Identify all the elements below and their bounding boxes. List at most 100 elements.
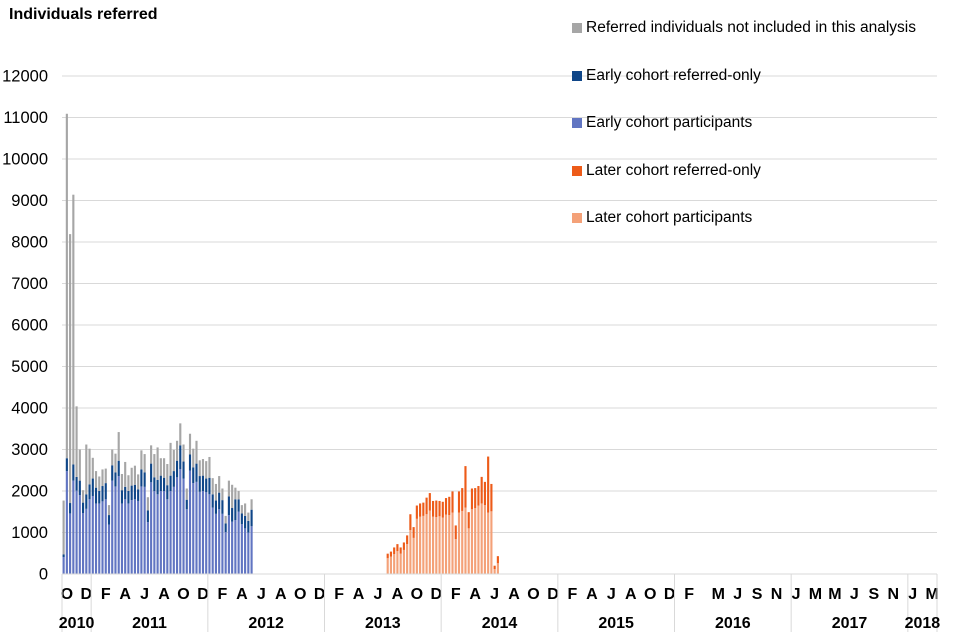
bar-segment (493, 569, 496, 574)
bar-segment (386, 558, 389, 574)
bar-segment (72, 480, 75, 574)
y-tick-label: 1000 (11, 524, 48, 542)
legend: Referred individuals not included in thi… (572, 18, 957, 256)
bar-segment (120, 473, 124, 491)
bar-segment (470, 509, 474, 574)
bar-segment (487, 456, 490, 513)
legend-swatch (572, 165, 582, 176)
bar-segment (231, 508, 234, 522)
bar-segment (150, 463, 153, 483)
bar-segment (250, 509, 253, 527)
y-tick-label: 0 (39, 566, 48, 584)
bar-segment (101, 501, 104, 574)
bar-segment (244, 515, 247, 529)
bar-segment (169, 491, 172, 574)
bar-segment (205, 461, 208, 479)
bar-segment (490, 483, 493, 512)
bar-segment (69, 234, 72, 504)
bar-segment (396, 544, 399, 552)
bar-segment (480, 503, 483, 574)
month-label: A (586, 586, 598, 603)
month-label: M (925, 586, 938, 603)
bar-segment (188, 470, 192, 574)
bar-segment (422, 515, 425, 574)
bar-segment (88, 499, 91, 574)
legend-label: Early cohort participants (586, 114, 753, 131)
bar-segment (124, 499, 127, 574)
bar-segment (88, 484, 91, 500)
bar-segment (166, 485, 169, 500)
bar-segment (140, 486, 143, 574)
bar-segment (234, 499, 237, 521)
bar-segment (101, 486, 104, 502)
bar-segment (98, 476, 101, 491)
bar-segment (201, 475, 205, 491)
bar-segment (111, 449, 114, 466)
month-label: D (197, 586, 209, 603)
bar-segment (117, 460, 120, 477)
month-label: F (334, 586, 344, 603)
bar-segment (467, 528, 470, 574)
month-label: A (469, 586, 481, 603)
bar-segment (130, 500, 133, 574)
month-label: A (508, 586, 520, 603)
month-label: F (568, 586, 578, 603)
bar-segment (211, 494, 214, 508)
bar-segment (111, 465, 114, 481)
bar-segment (201, 491, 205, 574)
bar-segment (78, 449, 81, 481)
legend-swatch (572, 118, 582, 128)
month-label: J (140, 586, 149, 603)
bar-segment (461, 488, 464, 511)
legend-item: Early cohort participants (572, 113, 957, 161)
bar-segment (244, 503, 247, 516)
month-label: J (850, 586, 859, 603)
bar-segment (91, 495, 94, 574)
month-label: J (733, 586, 742, 603)
bar-segment (224, 515, 227, 524)
bar-segment (244, 528, 247, 574)
bar-segment (104, 499, 107, 574)
bar-segment (454, 525, 457, 540)
bar-segment (179, 445, 182, 470)
bar-segment (133, 484, 136, 500)
bar-segment (250, 499, 253, 510)
bar-segment (441, 501, 444, 518)
bar-segment (69, 513, 72, 574)
bar-segment (114, 472, 117, 487)
bar-segment (393, 554, 396, 574)
month-label: F (451, 586, 461, 603)
bar-segment (198, 476, 201, 492)
bar-segment (85, 508, 88, 574)
month-label: D (431, 586, 443, 603)
bar-segment (130, 485, 133, 501)
bar-segment (65, 458, 68, 472)
bar-segment (163, 458, 166, 478)
bar-segment (195, 481, 198, 574)
bar-segment (62, 556, 65, 574)
bar-segment (435, 500, 438, 518)
bar-segment (224, 532, 227, 574)
bar-segment (117, 432, 120, 461)
bar-segment (240, 524, 243, 574)
bar-segment (111, 480, 114, 574)
bar-segment (474, 508, 477, 574)
bar-segment (399, 553, 402, 574)
bar-segment (451, 512, 454, 574)
y-axis-title: Individuals referred (9, 6, 158, 23)
bar-segment (425, 497, 428, 515)
legend-label: Referred individuals not included in thi… (586, 19, 916, 36)
bar-segment (192, 483, 195, 574)
month-label: A (119, 586, 131, 603)
month-label: A (236, 586, 248, 603)
bar-segment (62, 554, 65, 557)
month-label: J (374, 586, 383, 603)
bar-segment (419, 516, 422, 574)
bar-segment (208, 494, 211, 574)
bar-segment (393, 547, 396, 555)
bar-segment (454, 539, 457, 574)
bar-segment (467, 512, 470, 529)
bar-segment (81, 502, 85, 513)
bar-segment (104, 483, 107, 500)
y-tick-label: 5000 (11, 358, 48, 376)
